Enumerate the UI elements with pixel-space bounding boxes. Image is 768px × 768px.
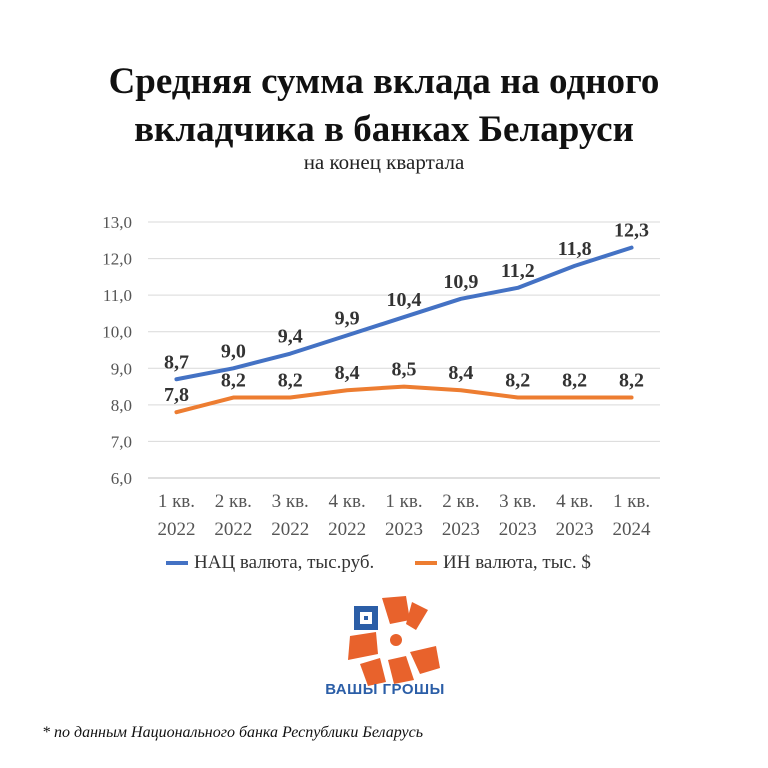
data-label-in: 8,4 <box>335 362 360 384</box>
data-label-nac: 9,4 <box>278 326 303 348</box>
x-tick-label-year: 2022 <box>157 519 195 540</box>
y-tick-label: 13,0 <box>102 213 132 232</box>
data-label-in: 8,2 <box>278 370 303 392</box>
data-label-in: 8,2 <box>221 370 246 392</box>
data-label-nac: 10,4 <box>387 289 422 311</box>
x-tick-label-year: 2023 <box>442 519 480 540</box>
y-tick-label: 12,0 <box>102 250 132 269</box>
series-lines <box>174 245 634 415</box>
title-line-1: Средняя сумма вклада на одного <box>108 61 660 102</box>
x-tick-label-year: 2023 <box>499 519 537 540</box>
y-tick-label: 7,0 <box>111 432 132 451</box>
data-labels: 8,7 9,0 9,4 9,9 10,4 10,9 11,2 11,8 12,3 7,8 8,2 8,… <box>164 220 649 407</box>
x-tick-label-quarter: 4 кв. <box>329 491 366 512</box>
legend-swatch-in <box>415 561 437 565</box>
legend: НАЦ валюта, тыс.руб. ИН валюта, тыс. $ <box>0 552 768 578</box>
chart-title: Средняя сумма вклада на одного вкладчика… <box>0 58 768 154</box>
data-label-nac: 11,2 <box>501 260 535 282</box>
data-label-nac: 10,9 <box>443 271 478 293</box>
vashy-groshy-logo <box>348 596 440 686</box>
y-tick-label: 10,0 <box>102 323 132 342</box>
data-label-nac: 11,8 <box>558 238 592 260</box>
data-label-nac: 9,9 <box>335 307 360 329</box>
data-label-nac: 8,7 <box>164 351 189 373</box>
legend-item-in: ИН валюта, тыс. $ <box>415 552 591 574</box>
data-label-in: 8,5 <box>392 359 417 381</box>
data-label-nac: 9,0 <box>221 340 246 362</box>
x-tick-label-year: 2023 <box>385 519 423 540</box>
legend-item-nac: НАЦ валюта, тыс.руб. <box>166 552 374 574</box>
line-chart: 6,0 7,0 8,0 9,0 10,0 11,0 12,0 13,0 1 кв. 2022 2 … <box>102 213 660 540</box>
data-label-in: 7,8 <box>164 384 189 406</box>
data-label-in: 8,2 <box>619 370 644 392</box>
data-label-in: 8,4 <box>448 362 473 384</box>
logo-text: ВАШЫ ГРОШЫ <box>325 681 445 698</box>
legend-label-nac: НАЦ валюта, тыс.руб. <box>194 552 375 573</box>
data-label-in: 8,2 <box>505 370 530 392</box>
data-label-in: 8,2 <box>562 370 587 392</box>
data-label-nac: 12,3 <box>614 220 649 242</box>
x-tick-label-quarter: 1 кв. <box>385 491 422 512</box>
y-tick-label: 8,0 <box>111 396 132 415</box>
x-tick-label-year: 2023 <box>556 519 594 540</box>
x-tick-label-quarter: 3 кв. <box>499 491 536 512</box>
y-axis: 6,0 7,0 8,0 9,0 10,0 11,0 12,0 13,0 <box>102 213 132 488</box>
x-tick-label-quarter: 2 кв. <box>215 491 252 512</box>
x-tick-label-year: 2022 <box>214 519 252 540</box>
logo-ornament <box>354 606 378 630</box>
x-tick-label-year: 2022 <box>328 519 366 540</box>
x-tick-label-quarter: 1 кв. <box>158 491 195 512</box>
x-tick-label-quarter: 3 кв. <box>272 491 309 512</box>
footnote: * по данным Национального банка Республи… <box>42 724 423 741</box>
x-tick-label-quarter: 4 кв. <box>556 491 593 512</box>
y-tick-label: 9,0 <box>111 359 132 378</box>
x-tick-label-year: 2022 <box>271 519 309 540</box>
legend-swatch-nac <box>166 561 188 565</box>
y-tick-label: 11,0 <box>103 286 132 305</box>
y-tick-label: 6,0 <box>111 469 132 488</box>
title-line-2: вкладчика в банках Беларуси <box>134 109 634 150</box>
x-axis: 1 кв. 2022 2 кв. 2022 3 кв. 2022 4 кв. 2022 1 кв… <box>157 491 651 540</box>
legend-label-in: ИН валюта, тыс. $ <box>443 552 591 573</box>
chart-subtitle: на конец квартала <box>303 150 465 174</box>
grid-lines <box>148 221 660 479</box>
x-tick-label-quarter: 1 кв. <box>613 491 650 512</box>
x-tick-label-year: 2024 <box>613 519 652 540</box>
logo-orange-segments <box>348 596 440 686</box>
x-tick-label-quarter: 2 кв. <box>442 491 479 512</box>
